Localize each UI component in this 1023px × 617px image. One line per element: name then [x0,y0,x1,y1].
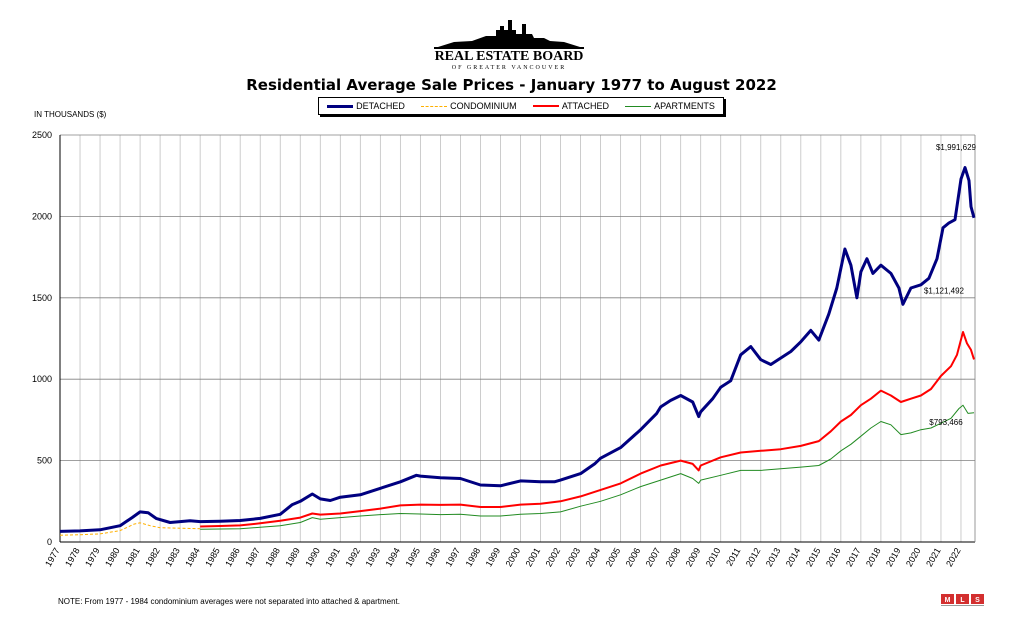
legend-swatch [625,105,652,107]
x-tick-label: 1994 [383,546,402,568]
x-tick-label: 2001 [524,546,543,568]
x-tick-label: 1988 [263,546,282,568]
legend-label: ATTACHED [561,101,609,111]
x-tick-label: 2015 [804,546,823,568]
x-tick-label: 1992 [343,546,362,568]
footnote: NOTE: From 1977 - 1984 condominium avera… [58,597,400,606]
y-tick-label: 2000 [32,211,52,221]
legend-entry-apartments: APARTMENTS [625,101,715,111]
x-tick-label: 2003 [564,546,583,568]
x-tick-label: 1978 [63,546,82,568]
data-label: $793,466 [929,418,963,427]
y-axis-label: IN THOUSANDS ($) [34,110,107,119]
x-tick-label: 2022 [944,546,963,568]
board-logo: REAL ESTATE BOARD OF GREATER VANCOUVER [424,14,594,72]
x-tick-label: 2010 [704,546,723,568]
x-tick-label: 2018 [864,546,883,568]
svg-text:M: M [945,597,951,604]
legend-label: CONDOMINIUM [450,101,517,111]
legend-swatch [421,105,448,107]
x-tick-label: 1996 [423,546,442,568]
x-tick-label: 1991 [323,546,342,568]
x-tick-label: 2017 [844,546,863,568]
x-tick-label: 1989 [283,546,302,568]
chart-title: Residential Average Sale Prices - Januar… [246,76,777,94]
x-tick-label: 2002 [544,546,563,568]
x-tick-label: 1993 [363,546,382,568]
x-tick-label: 1995 [403,546,422,568]
x-tick-label: 2000 [504,546,523,568]
x-tick-label: 2019 [884,546,903,568]
x-tick-label: 2020 [904,546,923,568]
x-tick-label: 1990 [303,546,322,568]
x-tick-label: 1980 [103,546,122,568]
x-tick-label: 1984 [183,546,202,568]
x-tick-label: 1981 [123,546,142,568]
x-tick-label: 1999 [484,546,503,568]
y-tick-label: 500 [37,456,52,466]
legend-swatch [327,104,354,108]
svg-text:S: S [975,597,980,604]
x-tick-label: 2013 [764,546,783,568]
legend-entry-attached: ATTACHED [532,101,609,111]
x-tick-label: 2008 [664,546,683,568]
series-line-condominium [59,522,201,536]
x-tick-label: 1997 [443,546,462,568]
logo-subtitle: OF GREATER VANCOUVER [452,65,566,71]
x-tick-label: 2005 [604,546,623,568]
x-tick-label: 1987 [243,546,262,568]
x-tick-label: 2009 [684,546,703,568]
x-tick-label: 1982 [143,546,162,568]
x-tick-label: 2012 [744,546,763,568]
data-label: $1,121,492 [924,286,965,295]
x-tick-label: 2021 [924,546,943,568]
logo-title: REAL ESTATE BOARD [435,49,584,64]
x-tick-label: 1979 [83,546,102,568]
series-line-attached [200,331,975,528]
chart-legend: DETACHED CONDOMINIUM ATTACHED APARTMENTS [318,97,724,115]
x-tick-label: 2011 [724,546,742,568]
legend-entry-detached: DETACHED [327,101,405,111]
series-line-detached [59,166,976,533]
x-tick-label: 2006 [624,546,643,568]
x-tick-label: 2004 [584,546,603,568]
y-tick-label: 1500 [32,293,52,303]
legend-swatch [532,105,559,107]
svg-text:L: L [960,597,965,604]
legend-label: APARTMENTS [654,101,715,111]
data-label: $1,991,629 [936,143,977,152]
x-tick-label: 2016 [824,546,843,568]
series-line-apartments [200,404,975,530]
x-tick-label: 1986 [223,546,242,568]
y-tick-label: 2500 [32,130,52,140]
x-tick-label: 1977 [43,546,62,568]
legend-label: DETACHED [356,101,405,111]
x-tick-label: 1983 [163,546,182,568]
skyline-icon: REAL ESTATE BOARD OF GREATER VANCOUVER [434,20,584,71]
legend-entry-condominium: CONDOMINIUM [421,101,517,111]
y-tick-label: 0 [47,537,52,547]
y-tick-label: 1000 [32,374,52,384]
x-tick-label: 1985 [203,546,222,568]
x-tick-label: 2014 [784,546,803,568]
mls-logo-icon: M L S [941,594,984,606]
x-tick-label: 2007 [644,546,663,568]
x-tick-label: 1998 [464,546,483,568]
